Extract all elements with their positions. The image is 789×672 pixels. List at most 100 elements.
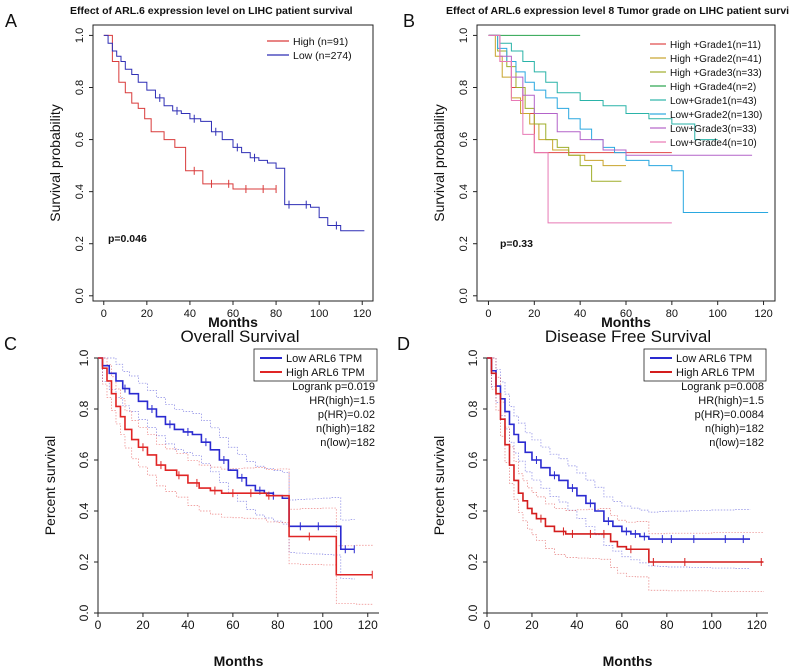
y-tick-label: 0.6 [466,451,480,468]
y-tick-label: 0.2 [466,553,480,570]
series-line [488,34,718,141]
x-tick-label: 0 [485,308,491,320]
series-line [488,34,769,213]
legend-entry: High +Grade4(n=2) [670,82,756,93]
legend-entry: Low ARL6 TPM [676,353,752,365]
x-tick-label: 40 [184,308,196,320]
legend-entry: High +Grade2(n=41) [670,54,762,65]
x-tick-label: 60 [620,308,632,320]
legend: High (n=91) Low (n=274) [267,36,352,62]
legend-entry: Low (n=274) [293,50,352,62]
y-tick-label: 0.6 [77,451,91,468]
x-tick-label: 40 [181,618,195,632]
x-tick-label: 60 [227,308,239,320]
x-tick-label: 120 [747,618,767,632]
confidence-band-lower [98,357,355,580]
legend: Low ARL6 TPM High ARL6 TPM Logrank p=0.008… [643,348,767,449]
x-axis-label: Months [214,653,264,669]
y-tick-label: 0.8 [458,80,470,95]
legend-entry: High (n=91) [293,36,348,48]
panel-label: C [4,334,17,354]
x-tick-label: 40 [570,618,584,632]
confidence-band-upper [98,357,355,521]
series-line [488,34,622,182]
y-tick-label: 0.4 [77,502,91,519]
x-axis-label: Months [601,314,651,330]
x-tick-label: 100 [313,618,333,632]
x-tick-label: 120 [358,618,378,632]
p-value-annotation: p=0.33 [500,238,533,250]
x-tick-label: 120 [353,308,371,320]
y-axis-label: Survival probability [47,104,63,222]
y-tick-label: 0.0 [77,604,91,621]
confidence-band-upper [487,357,751,513]
legend-stat: p(HR)=0.02 [318,409,375,421]
confidence-band-lower [487,357,751,570]
legend-stat: n(high)=182 [705,423,764,435]
legend-box [253,348,378,382]
legend-entry: Low+Grade3(n=33) [670,124,757,135]
legend-stat: p(HR)=0.0084 [695,409,764,421]
x-tick-label: 0 [484,618,491,632]
panel-D: D Disease Free Survival Months Percent surv… [397,327,768,669]
x-tick-label: 80 [666,308,678,320]
x-tick-label: 80 [270,308,282,320]
confidence-band-upper [98,357,373,547]
legend-entry: Low+Grade2(n=130) [670,110,762,121]
y-tick-label: 0.2 [77,553,91,570]
confidence-band-lower [98,357,373,605]
x-tick-label: 60 [226,618,240,632]
x-tick-label: 60 [615,618,629,632]
legend-entry: Low+Grade4(n=10) [670,138,757,149]
y-tick-label: 0.8 [74,80,86,95]
chart-title: Effect of ARL.6 expression level on LIHC… [70,5,353,17]
series-line [98,357,373,576]
x-tick-label: 80 [660,618,674,632]
y-axis-label: Percent survival [431,436,447,536]
y-tick-label: 0.2 [458,236,470,251]
legend-entry: Low ARL6 TPM [286,353,362,365]
x-axis-label: Months [208,314,258,330]
x-tick-label: 20 [141,308,153,320]
x-tick-label: 100 [310,308,328,320]
legend-stat: Logrank p=0.019 [292,381,375,393]
legend-stat: Logrank p=0.008 [681,381,764,393]
series-line [488,34,672,224]
legend-stat: n(low)=182 [709,437,764,449]
y-tick-label: 0.6 [458,132,470,147]
confidence-band-lower [487,357,764,593]
x-tick-label: 20 [525,618,539,632]
legend-entry: High +Grade1(n=11) [670,40,761,51]
y-tick-label: 0.2 [74,236,86,251]
y-tick-label: 0.0 [466,604,480,621]
legend-stat: n(low)=182 [320,437,375,449]
x-tick-label: 20 [528,308,540,320]
chart-title: Overall Survival [180,327,299,346]
x-tick-label: 100 [702,618,722,632]
chart-title: Effect of ARL.6 expression level 8 Tumor… [446,5,789,17]
legend: Low ARL6 TPM High ARL6 TPM Logrank p=0.019… [253,348,378,449]
legend-entry: High ARL6 TPM [286,367,365,379]
x-axis-label: Months [603,653,653,669]
series-line [488,34,753,156]
x-tick-label: 20 [136,618,150,632]
y-tick-label: 0.8 [466,400,480,417]
y-axis-label: Percent survival [42,436,58,536]
panel-label: D [397,334,410,354]
panel-C: C Overall Survival Months Percent survival 0… [4,327,379,669]
x-tick-label: 80 [271,618,285,632]
y-tick-label: 0.4 [466,502,480,519]
legend: High +Grade1(n=11) High +Grade2(n=41) High… [650,40,762,149]
y-tick-label: 0.6 [74,132,86,147]
x-tick-label: 100 [709,308,727,320]
legend-stat: HR(high)=1.5 [698,395,764,407]
legend-stat: n(high)=182 [316,423,375,435]
series-line [103,34,277,190]
y-tick-label: 0.8 [77,400,91,417]
x-tick-label: 120 [754,308,772,320]
chart-title: Disease Free Survival [545,327,711,346]
p-value-annotation: p=0.046 [108,233,147,245]
y-tick-label: 0.0 [74,288,86,303]
series-line [103,34,365,232]
